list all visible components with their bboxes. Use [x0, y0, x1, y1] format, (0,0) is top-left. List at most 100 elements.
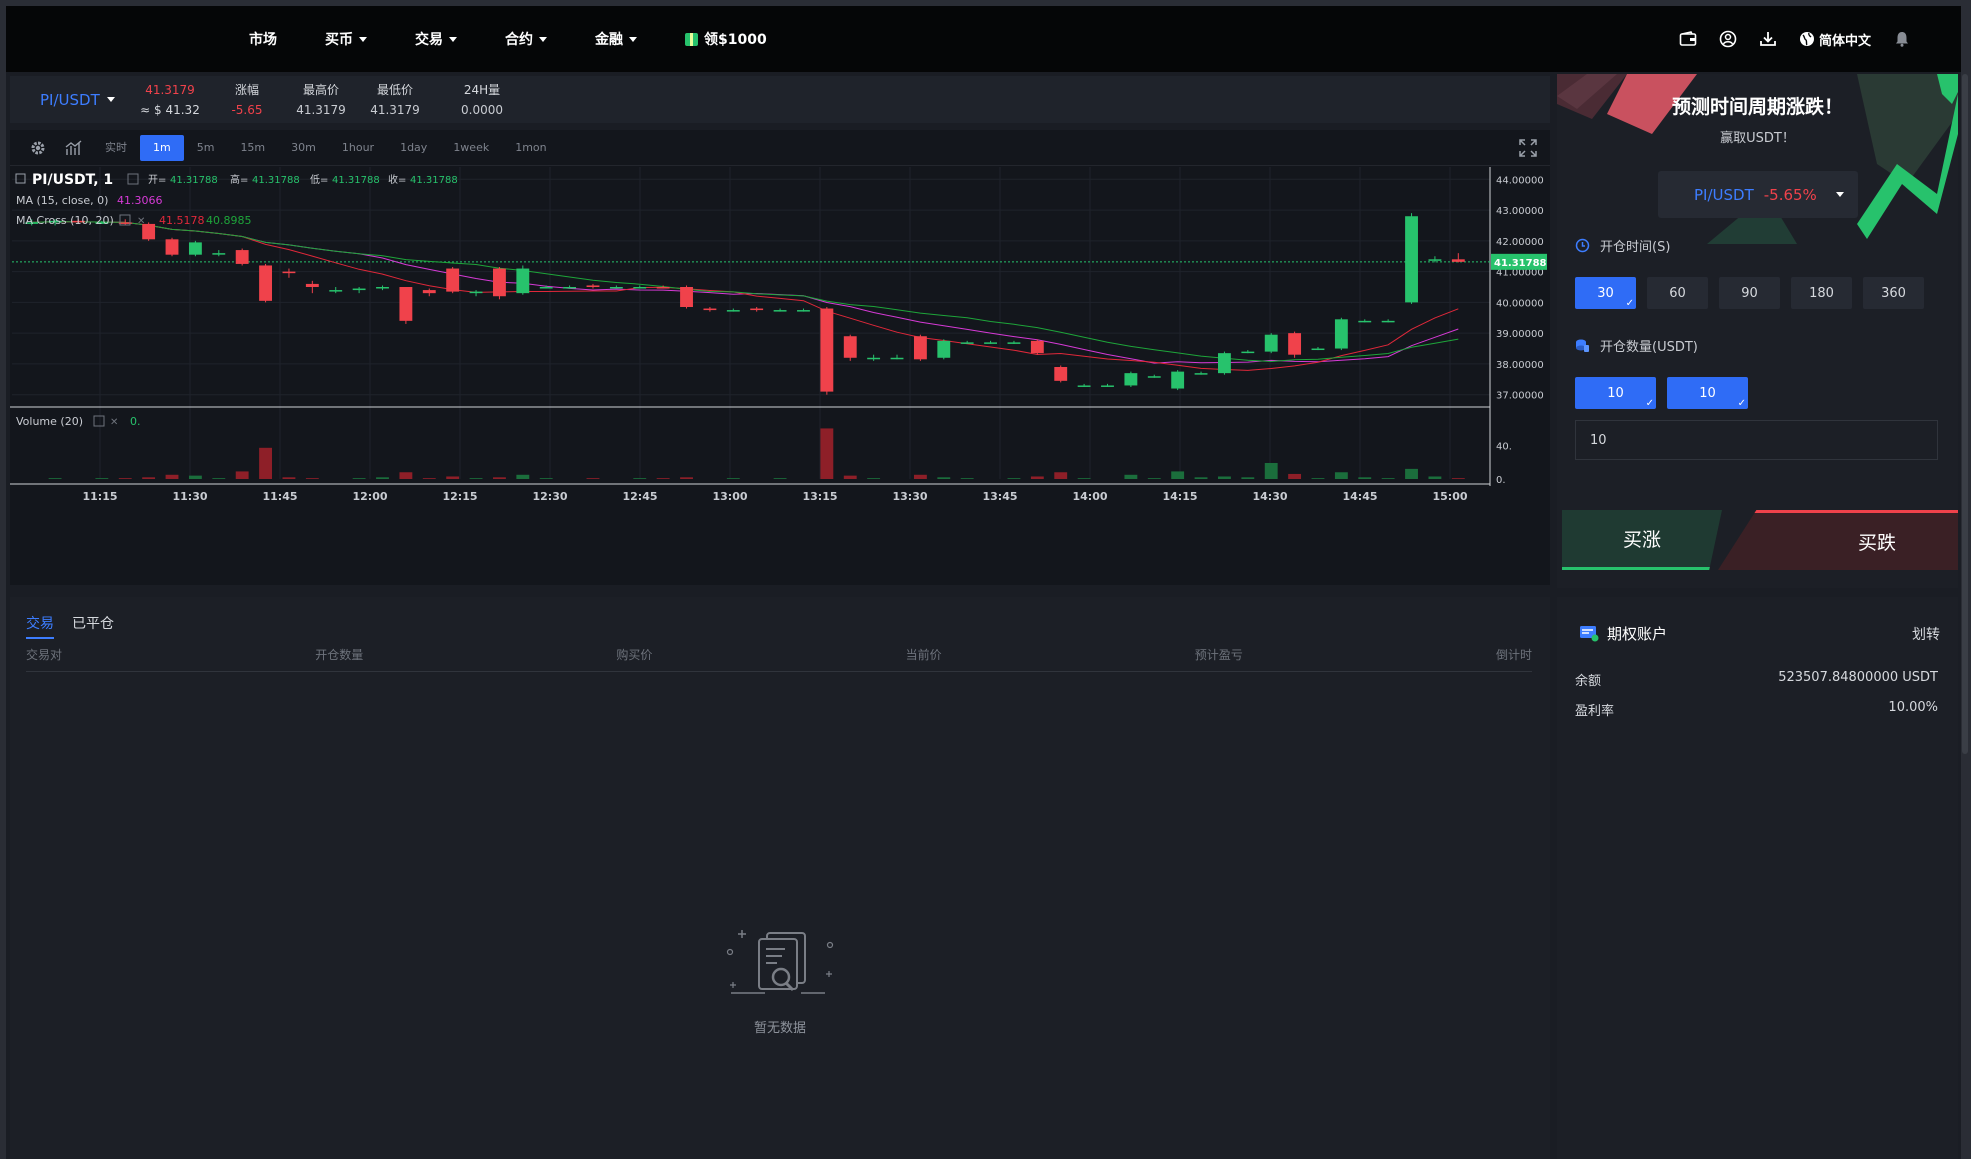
- chart-panel: 实时 1m 5m 15m 30m 1hour 1day 1week 1mon 1…: [10, 130, 1550, 585]
- volume-bar: [539, 478, 553, 479]
- last-price: 41.3179: [145, 82, 195, 97]
- nav-contract-label: 合约: [505, 32, 533, 48]
- x-tick-label: 15:00: [1432, 490, 1467, 503]
- time-option-180[interactable]: 180: [1791, 277, 1852, 309]
- candle-body: [1428, 259, 1442, 261]
- indicators-icon[interactable]: [56, 134, 92, 162]
- tab-trades[interactable]: 交易: [26, 613, 54, 639]
- candle-body: [1405, 216, 1418, 303]
- volume-bar: [1288, 473, 1302, 479]
- pair-selector[interactable]: PI/USDT: [10, 91, 130, 109]
- nav-buy-coin[interactable]: 买币: [325, 29, 367, 49]
- chart-toolbar: 实时 1m 5m 15m 30m 1hour 1day 1week 1mon: [10, 130, 1550, 166]
- macross-legend-label: MA Cross (10, 20): [16, 214, 114, 227]
- time-option-30[interactable]: 30: [1575, 277, 1636, 309]
- kline-chart[interactable]: 11:15 11:30 11:45 12:00 12:15 12:30 12:45 13:00…: [10, 167, 1550, 585]
- volume-legend-label: Volume (20): [16, 415, 83, 428]
- language-label: 简体中文: [1818, 33, 1871, 49]
- candle-body: [469, 291, 483, 294]
- candle-body: [1358, 320, 1372, 323]
- candle-body: [563, 287, 577, 289]
- stat-value: 0.0000: [461, 102, 503, 117]
- language-selector[interactable]: 简体中文: [1799, 30, 1871, 49]
- open-time-options: 30 60 90 180 360: [1575, 277, 1924, 309]
- y-tick-label: 39.00000: [1496, 329, 1544, 340]
- interval-1hour[interactable]: 1hour: [341, 140, 375, 154]
- nav-trade[interactable]: 交易: [415, 29, 457, 49]
- settings-gear-icon[interactable]: [20, 134, 56, 162]
- candle-body: [493, 268, 506, 297]
- profit-row: 盈利率 10.00%: [1575, 700, 1938, 719]
- nav-market[interactable]: 市场: [249, 29, 277, 49]
- last-price-label: 41.31788: [1494, 258, 1547, 269]
- open-time-label: 开仓时间(S): [1600, 240, 1671, 255]
- top-navbar: 市场 买币 交易 合约 金融 领$1000 简体中文: [6, 6, 1961, 72]
- time-option-360[interactable]: 360: [1863, 277, 1924, 309]
- interval-1week[interactable]: 1week: [453, 140, 490, 154]
- interval-realtime[interactable]: 实时: [105, 140, 127, 154]
- candle-body: [867, 357, 881, 360]
- user-icon[interactable]: [1719, 30, 1737, 48]
- option-pair-selector[interactable]: PI/USDT -5.65%: [1658, 171, 1858, 218]
- macross-fast-value: 41.5178: [159, 214, 205, 227]
- x-tick-label: 13:45: [982, 490, 1017, 503]
- trade-buttons: 买涨 买跌: [1562, 510, 1958, 570]
- volume-bar: [399, 472, 413, 479]
- candle-body: [960, 342, 974, 344]
- buy-up-button[interactable]: 买涨: [1562, 510, 1722, 570]
- stat-low: 最低价 41.3179: [358, 80, 432, 120]
- candle-body: [984, 342, 997, 344]
- time-option-90[interactable]: 90: [1719, 277, 1780, 309]
- amount-input[interactable]: [1575, 420, 1938, 460]
- volume-bar: [1171, 471, 1185, 479]
- last-price-badge: [1491, 253, 1547, 270]
- ohlc-high-value: 41.31788: [252, 175, 300, 186]
- amount-option-2[interactable]: 10: [1667, 377, 1748, 409]
- download-icon[interactable]: [1759, 30, 1777, 48]
- fullscreen-icon[interactable]: [1518, 138, 1538, 158]
- legend-close-icon: ✕: [137, 216, 145, 227]
- candle-body: [843, 336, 857, 358]
- amount-option-1[interactable]: 10: [1575, 377, 1656, 409]
- nav-finance[interactable]: 金融: [595, 29, 637, 49]
- volume-bar: [516, 474, 530, 479]
- volume-bar: [1311, 478, 1325, 479]
- interval-30m[interactable]: 30m: [291, 140, 316, 154]
- tab-closed[interactable]: 已平仓: [72, 616, 114, 632]
- col-pair: 交易对: [26, 648, 63, 662]
- volume-bar: [1218, 476, 1231, 479]
- candle-body: [25, 222, 39, 224]
- nav-promo[interactable]: 领$1000: [685, 29, 767, 49]
- transfer-link[interactable]: 划转: [1912, 627, 1940, 643]
- interval-1m[interactable]: 1m: [140, 134, 184, 161]
- time-option-60[interactable]: 60: [1647, 277, 1708, 309]
- volume-bar: [422, 478, 436, 479]
- bell-icon[interactable]: [1893, 30, 1911, 48]
- candle-body: [1334, 319, 1348, 349]
- profit-label: 盈利率: [1575, 704, 1615, 719]
- volume-bar: [235, 471, 249, 479]
- open-amount-label: 开仓数量(USDT): [1600, 340, 1698, 355]
- option-pair-change: -5.65%: [1763, 185, 1817, 204]
- volume-bar: [1334, 472, 1348, 479]
- page-scrollbar[interactable]: [1962, 74, 1968, 754]
- interval-15m[interactable]: 15m: [240, 140, 266, 154]
- y-tick-label: 44.00000: [1496, 175, 1544, 186]
- y-tick-label: 42.00000: [1496, 237, 1544, 248]
- open-amount-section: 开仓数量(USDT): [1575, 336, 1698, 355]
- interval-5m[interactable]: 5m: [196, 140, 215, 154]
- gift-icon: [685, 32, 698, 46]
- buy-down-button[interactable]: 买跌: [1718, 510, 1958, 570]
- nav-contract[interactable]: 合约: [505, 29, 547, 49]
- candle-body: [1264, 334, 1278, 352]
- volume-bar: [773, 478, 787, 479]
- volume-bar: [1030, 476, 1044, 479]
- interval-1mon[interactable]: 1mon: [515, 140, 547, 154]
- wallet-icon[interactable]: [1679, 30, 1697, 48]
- candle-body: [726, 310, 740, 312]
- empty-state-text: 暂无数据: [753, 1021, 806, 1036]
- interval-1day[interactable]: 1day: [400, 140, 428, 154]
- ohlc-low-value: 41.31788: [332, 175, 380, 186]
- candle-body: [282, 271, 296, 274]
- chevron-down-icon: [1836, 192, 1844, 197]
